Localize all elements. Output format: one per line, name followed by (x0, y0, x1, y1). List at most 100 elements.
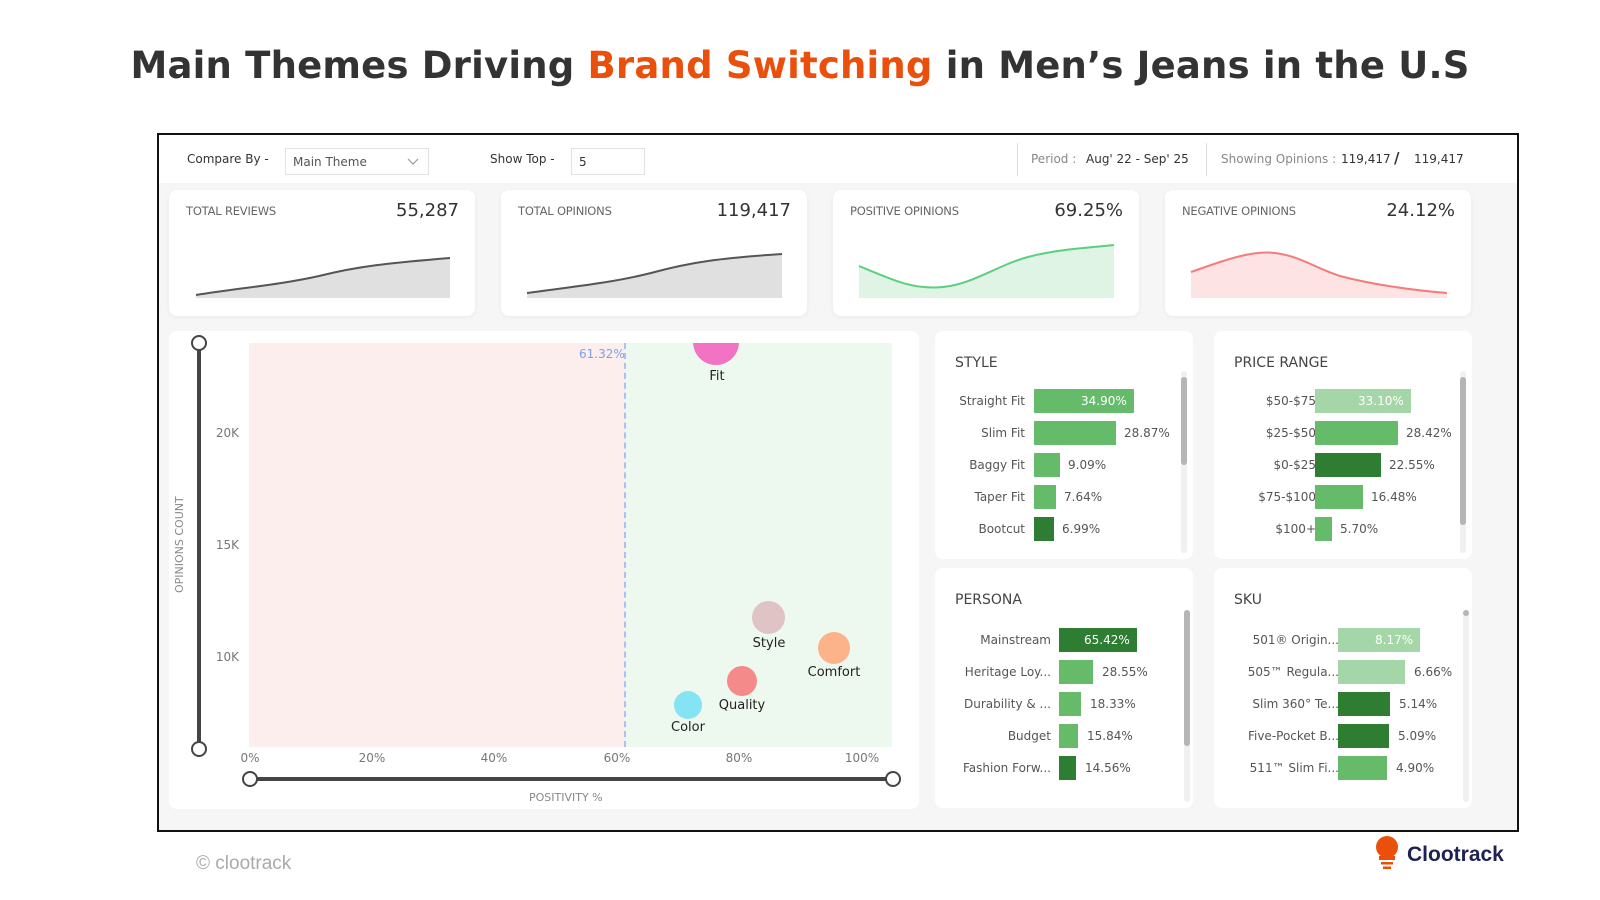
bubble-quality[interactable] (727, 666, 757, 696)
bar (1315, 485, 1363, 509)
x-tick: 0% (240, 751, 260, 765)
y-slider-handle-top[interactable] (191, 335, 207, 351)
bar-row[interactable]: 501® Origin... 8.17% (1214, 626, 1472, 658)
bubble-comfort[interactable] (818, 632, 850, 664)
plot-area: 61.32% Fit Style Comfort Quality Color (249, 343, 892, 747)
bar-label: Straight Fit (959, 394, 1025, 408)
bar-label: Fashion Forw... (962, 761, 1051, 775)
bubble-fit[interactable] (693, 343, 739, 365)
threshold-line (624, 343, 626, 747)
bar-row[interactable]: Durability & ... 18.33% (935, 690, 1193, 722)
bar (1059, 692, 1081, 716)
bar-row[interactable]: Bootcut 6.99% (935, 515, 1193, 547)
bar-value: 22.55% (1389, 458, 1435, 472)
x-range-slider[interactable] (249, 777, 892, 781)
bar (1338, 628, 1420, 652)
bar-value: 18.33% (1090, 697, 1136, 711)
bar (1315, 421, 1398, 445)
bar-row[interactable]: Slim Fit 28.87% (935, 419, 1193, 451)
bar-label: Taper Fit (974, 490, 1025, 504)
bar (1034, 421, 1116, 445)
scrollbar-thumb[interactable] (1460, 377, 1466, 525)
kpi-positive-opinions: POSITIVE OPINIONS 69.25% (833, 190, 1139, 316)
scrollbar[interactable] (1463, 610, 1469, 802)
bar-row[interactable]: Heritage Loy... 28.55% (935, 658, 1193, 690)
bar-row[interactable]: Baggy Fit 9.09% (935, 451, 1193, 483)
scrollbar-thumb[interactable] (1463, 610, 1469, 616)
bar-label: Durability & ... (964, 697, 1051, 711)
title-highlight: Brand Switching (587, 44, 933, 87)
scrollbar[interactable] (1184, 610, 1190, 802)
bar-value: 5.09% (1398, 729, 1437, 743)
scrollbar[interactable] (1181, 371, 1187, 553)
bar-value: 7.64% (1064, 490, 1103, 504)
bar-row[interactable]: Budget 15.84% (935, 722, 1193, 754)
bubble-color[interactable] (674, 691, 702, 719)
bar-row[interactable]: $100+ 5.70% (1214, 515, 1472, 547)
bar (1059, 628, 1137, 652)
period-value: Aug' 22 - Sep' 25 (1086, 152, 1189, 166)
y-range-slider[interactable] (197, 343, 201, 748)
bar-value: 28.87% (1124, 426, 1170, 440)
showing-opinions-label: Showing Opinions : (1221, 152, 1337, 166)
bar (1338, 756, 1387, 780)
scrollbar-thumb[interactable] (1181, 377, 1187, 465)
y-tick: 15K (215, 538, 239, 552)
showing-opinions-value: 119,417 (1341, 152, 1391, 166)
divider (1017, 143, 1018, 176)
x-slider-handle-right[interactable] (885, 771, 901, 787)
show-top-input[interactable]: 5 (571, 148, 645, 175)
kpi-value: 119,417 (716, 200, 791, 221)
bar-row[interactable]: Five-Pocket B... 5.09% (1214, 722, 1472, 754)
bar-label: $25-$50 (1265, 426, 1316, 440)
bubble-clip (693, 343, 741, 367)
bar-label: Baggy Fit (969, 458, 1025, 472)
bar-value: 15.84% (1087, 729, 1133, 743)
kpi-value: 55,287 (396, 200, 459, 221)
y-slider-handle-bottom[interactable] (191, 741, 207, 757)
bar-label: $50-$75 (1265, 394, 1316, 408)
brand-logo: Clootrack (1375, 836, 1504, 874)
bar-value: 6.99% (1062, 522, 1101, 536)
bar-label: $0-$25 (1273, 458, 1316, 472)
compare-by-label: Compare By - (187, 152, 269, 166)
bar-value: 34.90% (1081, 394, 1127, 408)
bubble-style[interactable] (752, 601, 785, 634)
x-tick: 40% (480, 751, 508, 765)
panel-title: PRICE RANGE (1234, 355, 1329, 371)
positive-zone (625, 343, 892, 747)
bar-row[interactable]: $50-$75 33.10% (1214, 387, 1472, 419)
brand-name: Clootrack (1407, 843, 1504, 866)
y-tick: 20K (215, 426, 239, 440)
bar-row[interactable]: Fashion Forw... 14.56% (935, 754, 1193, 786)
x-tick: 80% (725, 751, 753, 765)
scrollbar-thumb[interactable] (1184, 610, 1190, 746)
bar-label: 501® Origin... (1252, 633, 1339, 647)
bar-row[interactable]: Taper Fit 7.64% (935, 483, 1193, 515)
x-slider-handle-left[interactable] (242, 771, 258, 787)
bar-label: Slim 360° Te... (1252, 697, 1339, 711)
bar-row[interactable]: 505™ Regula... 6.66% (1214, 658, 1472, 690)
period-label: Period : (1031, 152, 1077, 166)
scrollbar[interactable] (1460, 371, 1466, 553)
bar (1034, 517, 1054, 541)
bar (1338, 660, 1405, 684)
bar-row[interactable]: Mainstream 65.42% (935, 626, 1193, 658)
style-panel: STYLE Straight Fit 34.90% Slim Fit 28.87… (935, 331, 1193, 559)
compare-by-dropdown[interactable]: Main Theme (285, 148, 429, 175)
persona-panel: PERSONA Mainstream 65.42% Heritage Loy..… (935, 568, 1193, 808)
bar-label: Bootcut (978, 522, 1025, 536)
bar-value: 28.42% (1406, 426, 1452, 440)
bar-label: 505™ Regula... (1247, 665, 1339, 679)
bubble-label: Style (752, 636, 786, 651)
bubble-label: Quality (718, 698, 766, 713)
bar-row[interactable]: Straight Fit 34.90% (935, 387, 1193, 419)
show-top-label: Show Top - (490, 152, 555, 166)
bar (1338, 692, 1390, 716)
bar-row[interactable]: Slim 360° Te... 5.14% (1214, 690, 1472, 722)
bar-row[interactable]: $0-$25 22.55% (1214, 451, 1472, 483)
bar-row[interactable]: 511™ Slim Fi... 4.90% (1214, 754, 1472, 786)
bar-value: 65.42% (1084, 633, 1130, 647)
bar-row[interactable]: $25-$50 28.42% (1214, 419, 1472, 451)
bar-row[interactable]: $75-$100 16.48% (1214, 483, 1472, 515)
